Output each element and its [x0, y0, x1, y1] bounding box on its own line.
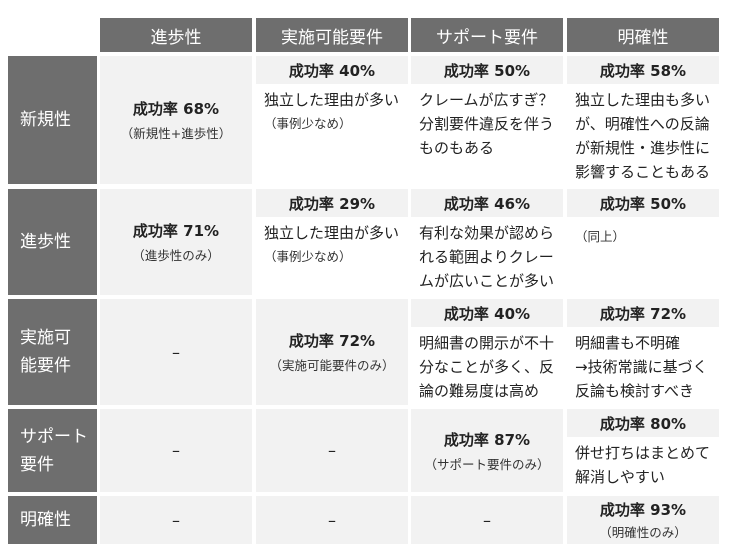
- cell-note: （明確性のみ）: [599, 522, 687, 541]
- success-rate: 成功率 50%: [567, 189, 719, 217]
- success-rate: 成功率 80%: [567, 409, 719, 437]
- cell-support-support: 成功率 87% （サポート要件のみ）: [411, 409, 563, 492]
- cell-inventive-enablement: 独立した理由が多い （事例少なめ）: [256, 219, 408, 295]
- column-header-enablement: 実施可能要件: [256, 18, 408, 52]
- empty-cell: –: [100, 299, 252, 405]
- cell-text-line: →技術常識に基づく: [575, 355, 711, 379]
- cell-text-line: 明細書も不明確: [575, 331, 711, 355]
- success-rate: 成功率 50%: [411, 56, 563, 84]
- success-rate: 成功率 87%: [444, 429, 530, 450]
- cell-text-line: 有利な効果が認めら: [419, 221, 555, 245]
- cell-text-line: 独立した理由が多い: [264, 88, 400, 112]
- row-header-label: 進歩性: [20, 228, 71, 256]
- success-rate: 成功率 71%: [133, 220, 219, 241]
- row-header-label: サポート要件: [20, 423, 90, 479]
- row-header-inventive-step: 進歩性: [8, 189, 97, 295]
- cell-text-line: が、明確性への反論: [575, 112, 711, 136]
- cell-note: （サポート要件のみ）: [424, 454, 549, 473]
- row-header-label: 実施可能要件: [20, 324, 80, 380]
- empty-cell: –: [256, 409, 408, 492]
- empty-cell: –: [256, 496, 408, 544]
- cell-text-line: 併せ打ちはまとめて: [575, 441, 711, 465]
- cell-novelty-support: クレームが広すぎ？ 分割要件違反を伴う ものもある: [411, 86, 563, 184]
- cell-text-line: 論の難易度は高め: [419, 379, 555, 403]
- row-header-label: 新規性: [20, 106, 71, 134]
- cell-text-line: クレームが広すぎ？: [419, 88, 555, 112]
- cell-note: （事例少なめ）: [264, 112, 400, 136]
- column-header-support: サポート要件: [411, 18, 563, 52]
- cell-text-line: 反論も検討すべき: [575, 379, 711, 403]
- success-rate: 成功率 72%: [567, 299, 719, 327]
- success-rate: 成功率 40%: [256, 56, 408, 84]
- cell-novelty-inventive: 成功率 68% （新規性+進歩性）: [100, 56, 252, 184]
- cell-support-clarity: 併せ打ちはまとめて 解消しやすい: [567, 439, 719, 492]
- cell-note: （同上）: [575, 225, 711, 249]
- cell-text-line: 影響することもある: [575, 160, 711, 184]
- cell-novelty-enablement: 独立した理由が多い （事例少なめ）: [256, 86, 408, 184]
- empty-cell: –: [411, 496, 563, 544]
- success-rate: 成功率 72%: [289, 330, 375, 351]
- cell-inventive-clarity: （同上）: [567, 219, 719, 295]
- cell-inventive-inventive: 成功率 71% （進歩性のみ）: [100, 189, 252, 295]
- cell-note: （新規性+進歩性）: [121, 123, 231, 142]
- cell-clarity-clarity: 成功率 93% （明確性のみ）: [567, 496, 719, 544]
- cell-text-line: 解消しやすい: [575, 465, 711, 489]
- cell-text-line: ものもある: [419, 136, 555, 160]
- cell-text-line: 明細書の開示が不十: [419, 331, 555, 355]
- success-rate: 成功率 29%: [256, 189, 408, 217]
- row-header-support: サポート要件: [8, 409, 97, 492]
- row-header-clarity: 明確性: [8, 496, 97, 544]
- cell-text-line: 独立した理由が多い: [264, 221, 400, 245]
- cell-text-line: 分割要件違反を伴う: [419, 112, 555, 136]
- cell-note: （進歩性のみ）: [132, 245, 220, 264]
- cell-note: （事例少なめ）: [264, 245, 400, 269]
- cell-novelty-clarity: 独立した理由も多い が、明確性への反論 が新規性・進歩性に 影響することもある: [567, 86, 719, 184]
- cell-enablement-enablement: 成功率 72% （実施可能要件のみ）: [256, 299, 408, 405]
- cell-text-line: ムが広いことが多い: [419, 269, 555, 293]
- success-rate: 成功率 58%: [567, 56, 719, 84]
- cell-text-line: 分なことが多く、反: [419, 355, 555, 379]
- cell-text-line: 独立した理由も多い: [575, 88, 711, 112]
- cell-enablement-support: 明細書の開示が不十 分なことが多く、反 論の難易度は高め: [411, 329, 563, 405]
- empty-cell: –: [100, 409, 252, 492]
- cell-text-line: れる範囲よりクレー: [419, 245, 555, 269]
- column-header-inventive-step: 進歩性: [100, 18, 252, 52]
- cell-enablement-clarity: 明細書も不明確 →技術常識に基づく 反論も検討すべき: [567, 329, 719, 405]
- success-rate: 成功率 40%: [411, 299, 563, 327]
- row-header-label: 明確性: [20, 506, 71, 534]
- success-rate: 成功率 68%: [133, 98, 219, 119]
- row-header-novelty: 新規性: [8, 56, 97, 184]
- success-rate: 成功率 46%: [411, 189, 563, 217]
- row-header-enablement: 実施可能要件: [8, 299, 97, 405]
- empty-cell: –: [100, 496, 252, 544]
- cell-inventive-support: 有利な効果が認めら れる範囲よりクレー ムが広いことが多い: [411, 219, 563, 295]
- success-rate: 成功率 93%: [600, 499, 686, 520]
- cell-note: （実施可能要件のみ）: [269, 355, 394, 374]
- cell-text-line: が新規性・進歩性に: [575, 136, 711, 160]
- column-header-clarity: 明確性: [567, 18, 719, 52]
